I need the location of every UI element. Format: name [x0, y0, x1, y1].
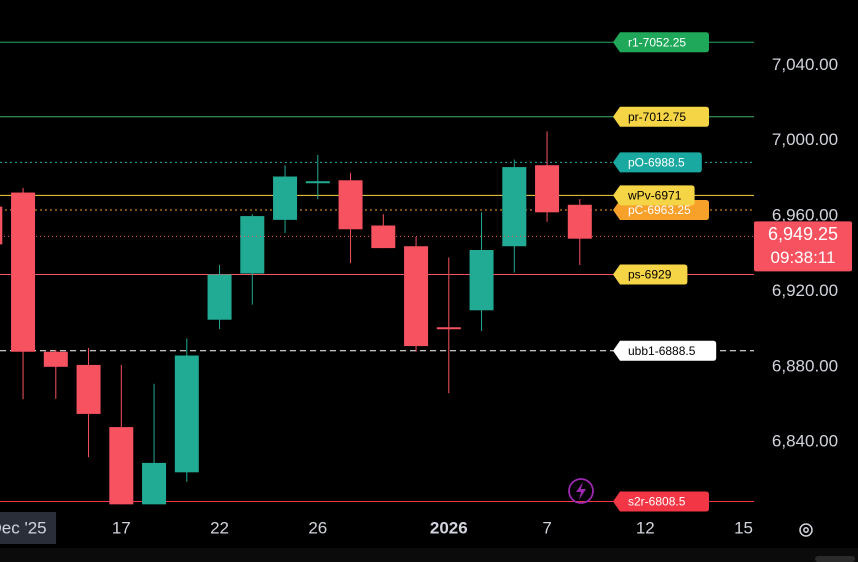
x-tick-label: 12	[636, 518, 655, 537]
y-tick-label: 7,000.00	[772, 130, 838, 149]
x-tick-label: 2026	[430, 518, 468, 537]
candle-body	[76, 364, 101, 414]
level-label-box	[613, 152, 702, 173]
level-label: pO-6988.5	[628, 156, 685, 170]
level-label-box	[613, 340, 717, 361]
level-label: ps-6929	[628, 268, 672, 282]
level-label-box	[613, 106, 709, 127]
candle-body	[0, 206, 3, 245]
candle-body	[338, 180, 363, 230]
plot-area	[0, 41, 754, 505]
candle-body	[240, 216, 265, 274]
axes: 6,840.00 6,880.00 6,920.00 6,960.00 7,000.00…	[0, 55, 838, 544]
candle-body	[469, 250, 494, 311]
candle-body	[43, 351, 68, 367]
level-label: wPv-6971	[627, 189, 682, 203]
candle-body	[207, 274, 232, 320]
level-label: r1-7052.25	[628, 35, 686, 49]
level-label: ubb1-6888.5	[628, 344, 696, 358]
candle-body	[11, 192, 36, 352]
level-label-box	[613, 32, 709, 53]
candle-body	[535, 165, 560, 213]
level-label-box	[613, 264, 688, 285]
level-label: pr-7012.75	[628, 110, 686, 124]
y-tick-label: 6,880.00	[772, 356, 838, 375]
x-tick-label: 26	[308, 518, 327, 537]
level-label-box	[613, 491, 709, 512]
y-tick-label: 7,040.00	[772, 55, 838, 74]
lightning-icon[interactable]	[568, 478, 594, 504]
last-price-label: 6,949.25	[768, 224, 838, 244]
x-tick-label: 17	[112, 518, 131, 537]
level-label: pC-6963.25	[628, 203, 691, 217]
level-label-box	[613, 185, 695, 206]
candle-body	[305, 181, 330, 184]
bottom-strip	[0, 548, 858, 562]
crosshair-date-box	[0, 512, 57, 544]
candle-body	[404, 246, 429, 347]
y-tick-label: 6,960.00	[772, 206, 838, 225]
x-tick-label: 7	[542, 518, 551, 537]
x-tick-label: 22	[210, 518, 229, 537]
candle-body	[174, 355, 199, 473]
y-tick-label: 6,840.00	[772, 432, 838, 451]
candle-body	[109, 427, 134, 505]
level-label: s2r-6808.5	[628, 495, 686, 509]
x-tick-label: Dec '25	[0, 518, 47, 537]
last-price-box	[754, 221, 852, 272]
candle-body	[273, 176, 298, 220]
scroll-handle	[815, 556, 855, 562]
candle-body	[142, 462, 167, 505]
candle-body	[436, 327, 461, 330]
candle-body	[567, 204, 592, 239]
y-tick-label: 6,920.00	[772, 281, 838, 300]
last-price-time: 09:38:11	[771, 248, 836, 267]
candle-body	[502, 167, 527, 247]
candle-body	[371, 225, 396, 249]
settings-icon[interactable]	[799, 523, 813, 537]
x-tick-label: 15	[734, 518, 753, 537]
